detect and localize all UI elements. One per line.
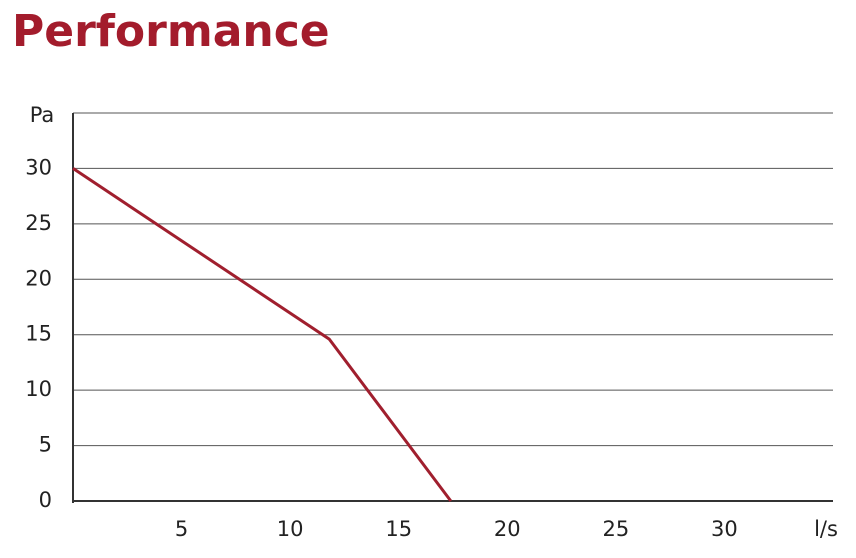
- y-tick-label: 0: [39, 488, 52, 512]
- x-axis-label: l/s: [814, 517, 838, 541]
- y-tick-label: 10: [25, 377, 52, 401]
- x-tick-label: 25: [602, 517, 629, 541]
- x-tick-label: 10: [277, 517, 304, 541]
- y-tick-label: 5: [39, 433, 52, 457]
- y-axis-label: Pa: [30, 103, 55, 127]
- y-tick-label: 25: [25, 211, 52, 235]
- chart-title: Performance: [12, 6, 330, 57]
- y-tick-label: 20: [25, 266, 52, 290]
- y-tick-label: 30: [25, 155, 52, 179]
- performance-curve: [72, 167, 453, 502]
- x-tick-label: 5: [175, 517, 188, 541]
- x-tick-label: 30: [711, 517, 738, 541]
- x-tick-label: 15: [385, 517, 412, 541]
- x-tick-label: 20: [494, 517, 521, 541]
- y-tick-label: 15: [25, 322, 52, 346]
